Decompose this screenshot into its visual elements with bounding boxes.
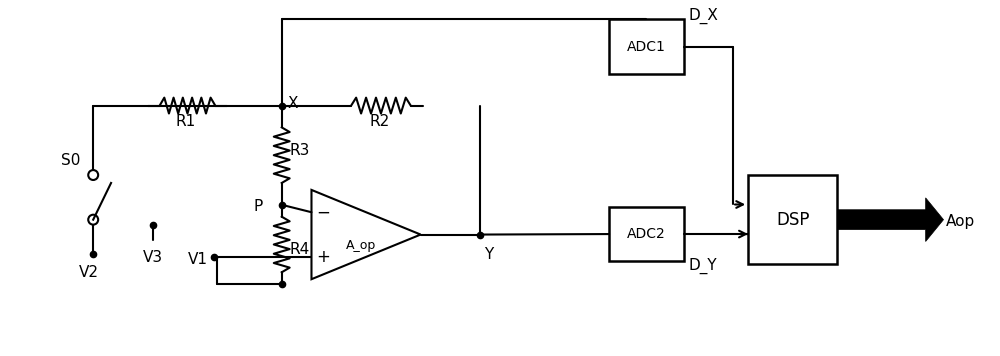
Text: DSP: DSP xyxy=(776,211,809,229)
Text: ADC2: ADC2 xyxy=(627,227,666,241)
Text: D_X: D_X xyxy=(689,8,718,24)
Text: R1: R1 xyxy=(176,114,196,129)
Text: R2: R2 xyxy=(369,114,389,129)
Bar xyxy=(609,207,684,261)
Text: Y: Y xyxy=(484,247,493,262)
Text: V2: V2 xyxy=(79,265,99,280)
Text: V1: V1 xyxy=(187,252,207,267)
Bar xyxy=(609,19,684,74)
Text: −: − xyxy=(316,203,330,221)
Text: S0: S0 xyxy=(61,153,81,168)
Text: Aop: Aop xyxy=(945,214,975,229)
Bar xyxy=(748,175,837,264)
Text: D_Y: D_Y xyxy=(689,258,717,274)
Text: R4: R4 xyxy=(290,242,310,257)
Polygon shape xyxy=(837,198,944,241)
Text: R3: R3 xyxy=(290,143,310,158)
Text: P: P xyxy=(254,199,263,214)
Text: ADC1: ADC1 xyxy=(627,40,666,53)
Text: V3: V3 xyxy=(143,250,163,265)
Text: +: + xyxy=(316,248,330,266)
Text: X: X xyxy=(288,96,298,111)
Text: A_op: A_op xyxy=(345,239,376,252)
